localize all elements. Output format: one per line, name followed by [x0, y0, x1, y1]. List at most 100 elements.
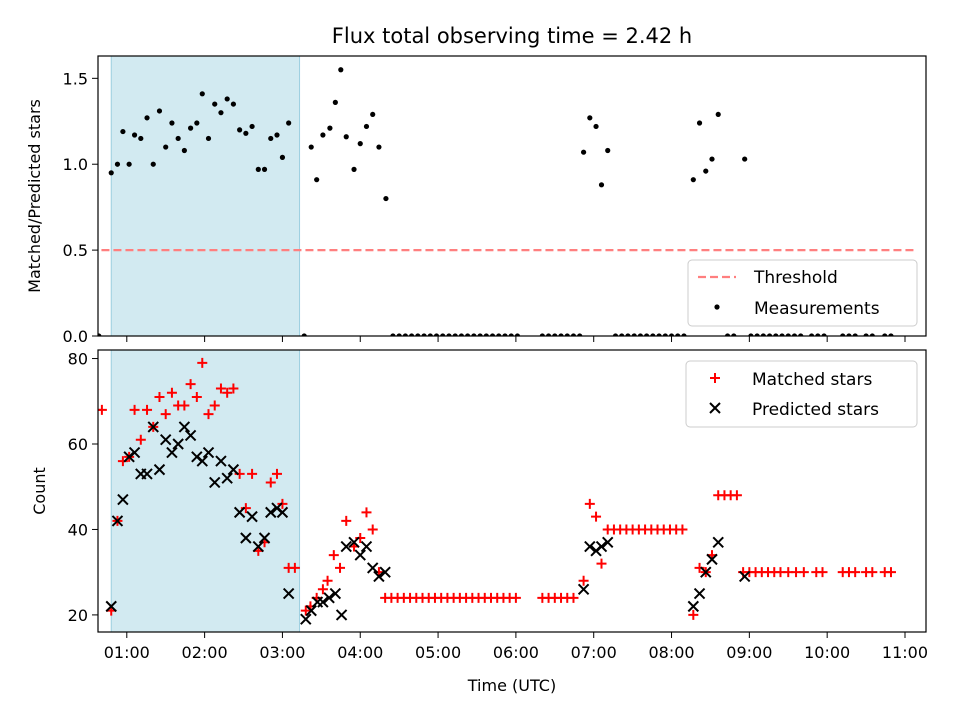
measurement-point	[224, 96, 230, 102]
measurement-point	[327, 125, 333, 131]
predicted-star-point	[687, 600, 700, 613]
measurement-point	[433, 333, 440, 336]
predicted-star-point	[323, 592, 335, 604]
matched-star-point	[341, 515, 352, 526]
measurement-point	[131, 132, 138, 138]
matched-star-point	[817, 567, 828, 578]
matched-star-point	[222, 387, 233, 398]
measurement-point	[415, 333, 421, 336]
matched-star-point	[677, 524, 688, 535]
measurement-point	[598, 182, 605, 188]
matched-star-point	[271, 468, 282, 479]
measurement-point	[199, 91, 205, 97]
measurement-point	[114, 161, 121, 167]
y-tick-label: 60	[68, 435, 88, 454]
predicted-star-point	[159, 434, 172, 446]
measurement-point	[809, 333, 815, 336]
measurement-point	[452, 333, 458, 336]
measurement-point	[605, 147, 611, 154]
data-marks	[98, 357, 896, 625]
measurement-point	[696, 120, 703, 126]
measurement-point	[477, 333, 483, 336]
predicted-star-point	[172, 438, 184, 450]
measurement-point	[409, 333, 415, 336]
measurement-point	[205, 135, 212, 142]
x-axis-label: Time (UTC)	[467, 676, 556, 695]
predicted-star-point	[693, 587, 706, 600]
measurement-point	[465, 333, 471, 336]
matched-star-point	[166, 387, 177, 398]
predicted-star-point	[246, 510, 258, 523]
y-axis-label: Matched/Predicted stars	[25, 99, 44, 293]
y-tick-label: 0.5	[63, 241, 88, 260]
measurement-point	[194, 120, 200, 126]
predicted-star-point	[153, 463, 166, 476]
measurement-point	[650, 333, 656, 336]
matched-star-point	[191, 392, 202, 402]
matched-star-point	[317, 584, 328, 595]
legend-measurements-swatch	[714, 304, 720, 310]
measurement-point	[681, 333, 687, 336]
measurement-point	[440, 333, 446, 336]
matched-star-point	[209, 400, 220, 411]
measurement-point	[748, 333, 754, 336]
measurement-point	[840, 333, 846, 336]
measurement-point	[888, 333, 894, 336]
measurement-point	[396, 333, 402, 336]
measurement-point	[126, 161, 132, 167]
measurement-point	[496, 333, 502, 336]
measurement-point	[230, 101, 237, 107]
matched-star-point	[328, 550, 339, 561]
measurement-point	[577, 333, 583, 336]
matched-star-point	[228, 383, 239, 394]
x-tick-label: 05:00	[415, 643, 461, 662]
matched-star-point	[185, 379, 196, 390]
predicted-star-point	[221, 472, 233, 484]
predicted-star-point	[577, 583, 590, 595]
predicted-star-point	[300, 613, 312, 625]
measurement-point	[163, 144, 169, 150]
measurement-point	[593, 123, 599, 130]
matched-star-point	[129, 404, 140, 415]
measurement-point	[212, 101, 218, 107]
measurement-point	[675, 333, 681, 336]
y-tick-label: 40	[68, 520, 88, 539]
matched-star-point	[584, 498, 595, 509]
axes-frame	[97, 349, 927, 633]
predicted-star-point	[366, 562, 379, 574]
predicted-star-point	[184, 429, 197, 442]
measurement-point	[668, 333, 675, 336]
measurement-point	[656, 333, 662, 336]
matched-star-point	[197, 357, 208, 368]
predicted-star-point	[712, 536, 724, 548]
measurement-point	[785, 333, 791, 336]
measurement-point	[715, 111, 721, 118]
measurement-point	[502, 333, 508, 336]
measurement-point	[343, 134, 349, 140]
y-axis-label: Count	[30, 467, 49, 515]
measurement-point	[612, 333, 619, 336]
measurement-point	[390, 333, 396, 336]
measurement-point	[754, 333, 760, 336]
x-tick-label: 09:00	[726, 643, 772, 662]
matched-star-point	[265, 477, 276, 488]
x-tick-label: 08:00	[648, 643, 694, 662]
measurement-point	[308, 144, 314, 150]
matched-star-point	[731, 490, 742, 501]
predicted-star-point	[265, 506, 277, 519]
predicted-star-point	[584, 540, 596, 553]
measurement-point	[846, 333, 852, 336]
predicted-star-point	[202, 446, 215, 459]
y-tick-label: 1.0	[63, 155, 88, 174]
measurement-point	[731, 333, 737, 336]
data-marks	[98, 67, 915, 336]
legend-matched-label: Matched stars	[752, 370, 872, 390]
matched-star-point	[142, 404, 153, 415]
matched-star-point	[510, 592, 521, 603]
measurement-point	[483, 333, 489, 336]
predicted-star-point	[738, 570, 751, 583]
measurement-point	[332, 99, 338, 105]
matched-star-point	[135, 434, 146, 445]
predicted-star-point	[178, 421, 191, 433]
